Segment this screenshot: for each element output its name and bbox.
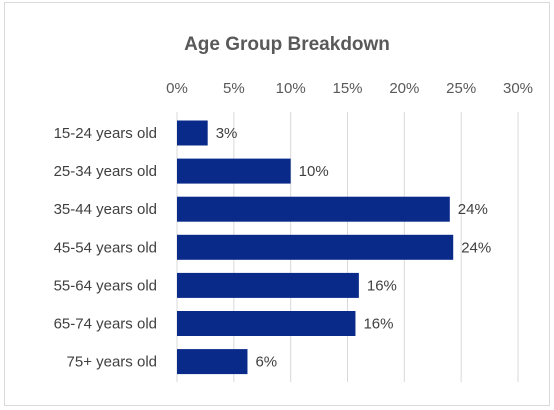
data-label: 16% [367, 277, 397, 294]
data-label: 24% [458, 201, 488, 218]
x-tick-label: 5% [223, 80, 245, 97]
x-axis-ticks: 0% 5% 10% 15% 20% 25% 30% [166, 80, 533, 97]
category-label: 45-54 years old [54, 239, 157, 256]
category-label: 15-24 years old [54, 125, 157, 142]
category-label: 35-44 years old [54, 201, 157, 218]
bars [177, 120, 454, 375]
category-label: 65-74 years old [54, 316, 157, 333]
data-label: 16% [363, 316, 393, 333]
bar [177, 234, 454, 260]
bar [177, 349, 248, 375]
data-label: 10% [299, 163, 329, 180]
x-tick-label: 30% [503, 80, 533, 97]
data-labels: 3% 10% 24% 24% 16% 16% 6% [216, 125, 492, 371]
x-tick-label: 0% [166, 80, 188, 97]
x-tick-label: 20% [389, 80, 419, 97]
bar [177, 272, 359, 298]
bar [177, 311, 356, 336]
data-label: 6% [255, 354, 277, 371]
category-labels: 15-24 years old 25-34 years old 35-44 year… [54, 125, 157, 371]
bar [177, 120, 208, 146]
chart-title: Age Group Breakdown [184, 34, 390, 55]
x-tick-label: 25% [446, 80, 476, 97]
bar [177, 158, 291, 184]
data-label: 3% [216, 125, 238, 142]
category-label: 55-64 years old [54, 277, 157, 294]
category-label: 75+ years old [67, 354, 157, 371]
x-tick-label: 15% [332, 80, 362, 97]
bar [177, 196, 450, 222]
category-label: 25-34 years old [54, 163, 157, 180]
data-label: 24% [461, 239, 491, 256]
x-tick-label: 10% [276, 80, 306, 97]
